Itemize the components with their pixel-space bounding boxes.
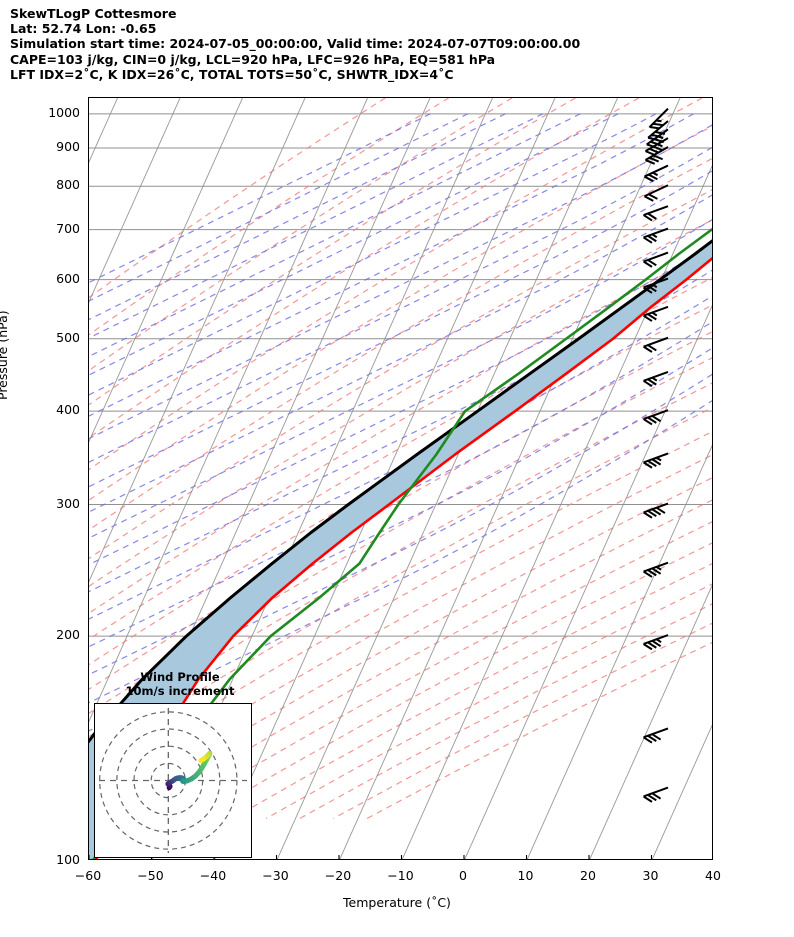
pressure-tick-600: 600 bbox=[56, 270, 80, 286]
pressure-tick-700: 700 bbox=[56, 220, 80, 236]
pressure-tick-900: 900 bbox=[56, 139, 80, 155]
temperature-tick-20: 20 bbox=[580, 868, 596, 883]
header-indices-1: CAPE=103 j/kg, CIN=0 j/kg, LCL=920 hPa, … bbox=[10, 51, 496, 67]
hodograph-title: Wind Profile 10m/s increment bbox=[95, 670, 265, 698]
temperature-tick--60: −60 bbox=[74, 868, 102, 883]
y-axis-label: Pressure (hPa) bbox=[0, 310, 10, 400]
cape-cin-shading bbox=[89, 241, 712, 859]
temperature-tick--40: −40 bbox=[199, 868, 227, 883]
temperature-tick--30: −30 bbox=[262, 868, 289, 883]
hodograph-title-line2: 10m/s increment bbox=[125, 684, 235, 698]
pressure-tick-800: 800 bbox=[56, 177, 80, 193]
header-latlon: Lat: 52.74 Lon: -0.65 bbox=[10, 21, 157, 37]
temperature-tick--20: −20 bbox=[324, 868, 352, 883]
header-title: SkewTLogP Cottesmore bbox=[10, 6, 177, 21]
sounding-curves bbox=[89, 227, 712, 859]
pressure-tick-200: 200 bbox=[56, 627, 80, 643]
pressure-tick-100: 100 bbox=[56, 852, 80, 867]
temperature-tick-30: 30 bbox=[642, 868, 659, 883]
temperature-tick--10: −10 bbox=[387, 868, 414, 883]
pressure-tick-300: 300 bbox=[56, 495, 80, 511]
pressure-tick-500: 500 bbox=[56, 329, 80, 345]
temperature-tick--50: −50 bbox=[137, 868, 164, 883]
x-axis-label: Temperature (˚C) bbox=[343, 895, 451, 910]
hodograph-canvas bbox=[99, 708, 247, 853]
pressure-tick-1000: 1000 bbox=[48, 104, 80, 120]
temperature-tick-40: 40 bbox=[705, 868, 721, 883]
skewt-canvas bbox=[89, 98, 712, 859]
isotherm-lines bbox=[89, 98, 712, 859]
header-indices-2: LFT IDX=2˚C, K IDX=26˚C, TOTAL TOTS=50˚C… bbox=[10, 66, 454, 82]
hodograph-title-line1: Wind Profile bbox=[140, 670, 220, 684]
hodograph-inset bbox=[94, 703, 252, 858]
figure-header: SkewTLogP Cottesmore Lat: 52.74 Lon: -0.… bbox=[10, 6, 780, 82]
temperature-tick-10: 10 bbox=[517, 868, 534, 883]
header-times: Simulation start time: 2024-07-05_00:00:… bbox=[10, 36, 581, 52]
temperature-tick-0: 0 bbox=[459, 868, 467, 883]
pressure-tick-400: 400 bbox=[56, 402, 80, 418]
